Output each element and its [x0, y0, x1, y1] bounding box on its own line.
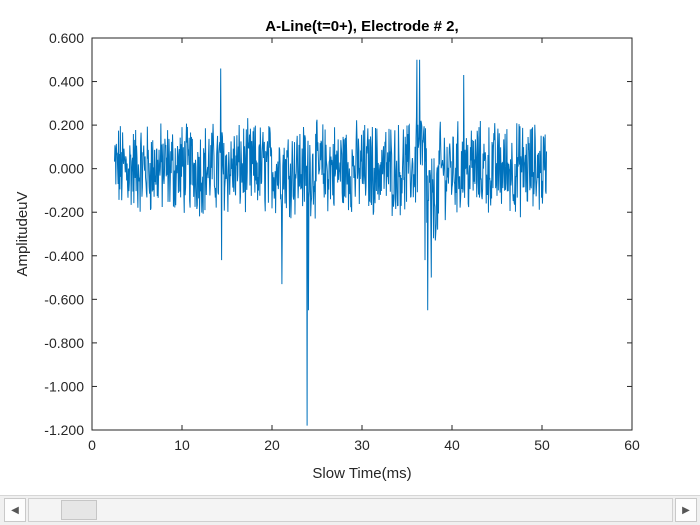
scroll-thumb[interactable] [61, 500, 97, 520]
y-tick-label: -0.800 [44, 335, 84, 351]
chart-background [0, 0, 700, 495]
y-tick-label: -1.200 [44, 422, 84, 438]
chevron-right-icon: ▶ [682, 504, 690, 516]
y-tick-label: -0.600 [44, 291, 84, 307]
x-tick-label: 60 [624, 437, 640, 453]
y-tick-label: 0.200 [49, 117, 84, 133]
chart: A-Line(t=0+), Electrode # 2, 0 10 20 30 40 50… [0, 0, 700, 495]
y-tick-label: 0.600 [49, 30, 84, 46]
horizontal-scrollbar[interactable]: ◀ ▶ [0, 495, 700, 525]
series-line [114, 59, 547, 426]
x-tick-label: 30 [354, 437, 370, 453]
x-axis-label: Slow Time(ms) [312, 465, 411, 482]
x-tick-label: 20 [264, 437, 280, 453]
y-tick-label: -1.000 [44, 378, 84, 394]
y-axis-label: AmplitudeuV [14, 191, 31, 276]
x-tick-label: 50 [534, 437, 550, 453]
chevron-left-icon: ◀ [11, 504, 19, 516]
scroll-right-button[interactable]: ▶ [675, 498, 697, 522]
y-tick-label: 0.400 [49, 74, 84, 90]
x-tick-label: 40 [444, 437, 460, 453]
y-tick-label: 0.000 [49, 161, 84, 177]
scroll-left-button[interactable]: ◀ [4, 498, 26, 522]
axis-ticks: 0 10 20 30 40 50 60 0.600 0.400 0.200 0.000 -0.200 -… [44, 30, 640, 453]
y-tick-label: -0.200 [44, 204, 84, 220]
y-tick-label: -0.400 [44, 248, 84, 264]
scroll-track[interactable] [28, 498, 673, 522]
chart-title: A-Line(t=0+), Electrode # 2, [265, 18, 458, 35]
x-tick-label: 10 [174, 437, 190, 453]
x-tick-label: 0 [88, 437, 96, 453]
